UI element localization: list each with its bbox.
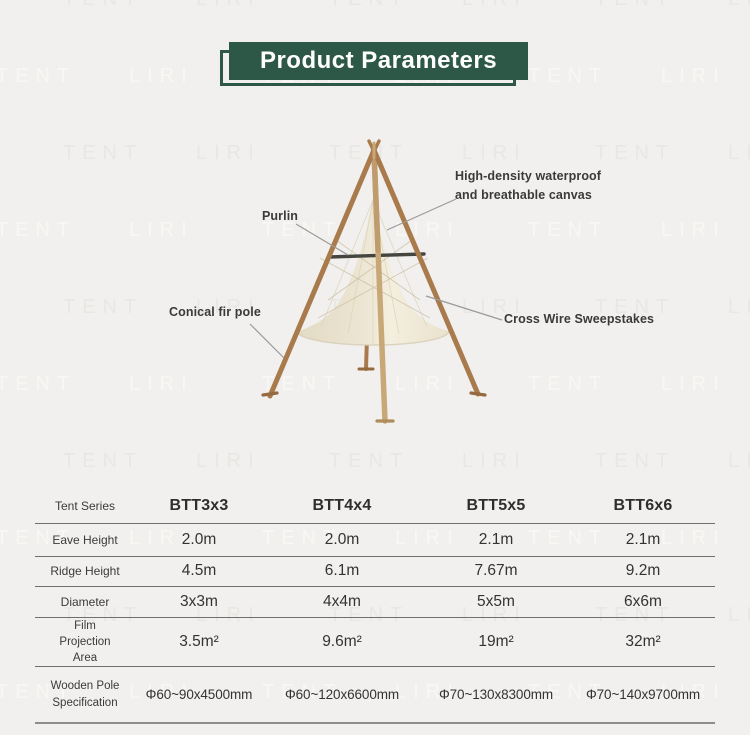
watermark-word: LIRI — [196, 142, 261, 164]
watermark-word: LIRI — [728, 142, 750, 164]
watermark-word: TENT — [528, 219, 609, 241]
watermark-word: LIRI — [462, 450, 527, 472]
cell: 4x4m — [323, 592, 361, 610]
series-column: BTT4x4 — [312, 497, 372, 515]
watermark-word: TENT — [595, 142, 676, 164]
watermark-word: TENT — [262, 373, 343, 395]
purlin-label: Purlin — [262, 209, 299, 223]
parameters-table: Tent Series BTT3x3 BTT4x4 BTT5x5 BTT6x6 … — [35, 490, 715, 724]
watermark-word: LIRI — [462, 142, 527, 164]
cell: 3.5m² — [179, 632, 219, 650]
canvas-label: High-density waterproof and breathable c… — [455, 169, 602, 202]
watermark-word: TENT — [63, 296, 144, 318]
cell: 2.0m — [181, 530, 217, 548]
page-title: Product Parameters — [259, 47, 498, 74]
watermark-word: TENT — [63, 450, 144, 472]
watermark-word: LIRI — [129, 373, 194, 395]
cell: 6x6m — [624, 592, 662, 610]
table-row: Diameter 3x3m 4x4m 5x5m 6x6m — [35, 586, 715, 617]
cell: 2.1m — [478, 530, 514, 548]
watermark-word: TENT — [528, 65, 609, 87]
cell: 2.1m — [625, 530, 661, 548]
cell: 2.0m — [324, 530, 360, 548]
series-column: BTT6x6 — [613, 497, 673, 515]
watermark-word: LIRI — [395, 219, 460, 241]
watermark-word: LIRI — [661, 219, 726, 241]
cross-wires — [317, 239, 431, 319]
table-row: Ridge Height 4.5m 6.1m 7.67m 9.2m — [35, 556, 715, 586]
row-label: Ridge Height — [50, 564, 120, 578]
apex-crossing — [367, 139, 381, 162]
watermark-word: LIRI — [129, 65, 194, 87]
cell: 19m² — [478, 632, 514, 650]
watermark-word: TENT — [595, 0, 675, 11]
watermark-word: LIRI — [728, 296, 750, 318]
row-label: Diameter — [60, 594, 110, 609]
cell: 9.6m² — [322, 632, 362, 650]
watermark-word: LIRI — [661, 65, 726, 87]
table-row: Eave Height 2.0m 2.0m 2.1m 2.1m — [35, 523, 715, 556]
table-row: Wooden Pole Specification Φ60~90x4500mm … — [35, 666, 715, 724]
canvas-cone — [296, 196, 450, 346]
watermark-word: TENT — [0, 373, 77, 395]
watermark-word: TENT — [329, 450, 410, 472]
banner: Product Parameters — [229, 42, 528, 80]
watermark-word: TENT — [329, 0, 409, 11]
watermark-word: TENT — [0, 65, 77, 87]
cell: Φ70~130x8300mm — [438, 687, 554, 703]
row-label: Film Projection Area — [59, 619, 111, 664]
fir-pole-label: Conical fir pole — [169, 305, 261, 319]
row-label: Eave Height — [52, 532, 118, 547]
watermark-word: TENT — [0, 219, 77, 241]
watermark-word: LIRI — [728, 0, 750, 11]
cell: 9.2m — [625, 562, 661, 579]
watermark-word: TENT — [528, 373, 609, 395]
back-pole — [357, 303, 375, 371]
center-pole — [371, 149, 395, 424]
table-header-row: Tent Series BTT3x3 BTT4x4 BTT5x5 BTT6x6 — [35, 490, 715, 523]
watermark-word: LIRI — [395, 373, 460, 395]
watermark-word: TENT — [329, 142, 410, 164]
watermark-word: LIRI — [196, 450, 261, 472]
watermark-word: TENT — [329, 296, 410, 318]
cell: 3x3m — [180, 592, 218, 610]
cell: Φ60~90x4500mm — [145, 687, 253, 703]
cell: 7.67m — [474, 562, 518, 579]
watermark-word: LIRI — [196, 0, 261, 11]
watermark-word: TENT — [595, 450, 676, 472]
watermark-word: LIRI — [129, 219, 194, 241]
row-label: Wooden Pole Specification — [50, 680, 120, 709]
cell: 32m² — [625, 632, 661, 650]
series-column: BTT5x5 — [466, 497, 526, 515]
watermark-word: LIRI — [728, 604, 750, 626]
purlin-bar — [327, 252, 426, 259]
series-column: BTT3x3 — [169, 497, 229, 515]
cell: 6.1m — [324, 562, 360, 579]
watermark-word: TENT — [63, 0, 143, 11]
cell: 4.5m — [181, 562, 217, 579]
cell: Φ60~120x6600mm — [284, 687, 400, 703]
watermark-word: LIRI — [462, 0, 527, 11]
watermark-word: TENT — [63, 142, 144, 164]
cell: Φ70~140x9700mm — [585, 687, 701, 703]
table-row: Film Projection Area 3.5m² 9.6m² 19m² 32… — [35, 617, 715, 667]
watermark-word: LIRI — [728, 450, 750, 472]
row-label: Tent Series — [54, 499, 116, 514]
cross-wire-label: Cross Wire Sweepstakes — [504, 312, 655, 326]
left-pole — [261, 147, 377, 399]
watermark-word: LIRI — [661, 373, 726, 395]
cell: 5x5m — [477, 592, 515, 610]
